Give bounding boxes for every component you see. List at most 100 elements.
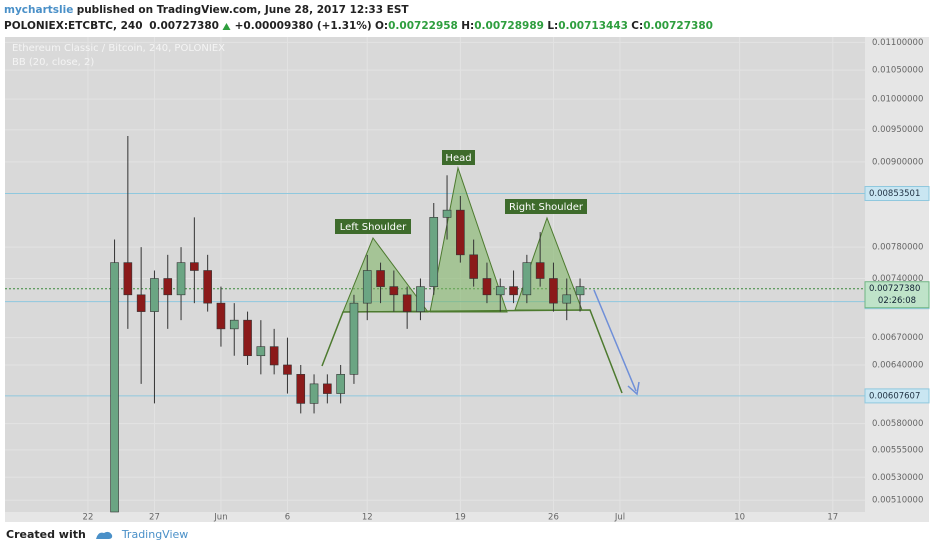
up-icon bbox=[222, 22, 231, 30]
y-tick-label: 0.01000000 bbox=[872, 95, 923, 105]
chart-subtitle: BB (20, close, 2) bbox=[12, 57, 94, 68]
y-tick-label: 0.01050000 bbox=[872, 66, 923, 76]
annotation: Right Shoulder bbox=[509, 202, 584, 213]
level-tag bbox=[864, 388, 930, 404]
x-tick-label: 10 bbox=[734, 513, 745, 523]
x-tick-label: 6 bbox=[285, 513, 290, 523]
candle-body bbox=[110, 262, 119, 513]
candle-body bbox=[243, 319, 252, 357]
candle-body bbox=[509, 286, 518, 296]
candle-body bbox=[309, 383, 319, 404]
candle-body bbox=[549, 278, 558, 304]
created-with: Created with bbox=[6, 528, 86, 541]
target-arrow bbox=[593, 289, 637, 392]
candle-body bbox=[190, 262, 199, 271]
candle-body bbox=[429, 217, 439, 287]
x-tick-label: 17 bbox=[827, 513, 838, 523]
candle-body bbox=[376, 270, 385, 287]
y-tick-label: 0.01100000 bbox=[872, 38, 923, 48]
candle-body bbox=[229, 319, 239, 330]
candle-body bbox=[469, 254, 478, 279]
x-tick-label: 22 bbox=[83, 513, 94, 523]
candle-body bbox=[176, 262, 186, 296]
x-axis-bg bbox=[5, 512, 929, 522]
candle-body bbox=[482, 278, 492, 296]
candle-body bbox=[535, 262, 545, 279]
candle-body bbox=[349, 302, 359, 375]
head-shape bbox=[429, 166, 508, 313]
change: +0.00009380 (+1.31%) bbox=[234, 20, 372, 32]
candle-body bbox=[562, 294, 572, 304]
y-tick-label: 0.00950000 bbox=[872, 125, 923, 135]
ohlc-value: 0.00713443 bbox=[558, 20, 628, 32]
header: mychartslie published on TradingView.com… bbox=[4, 2, 713, 34]
y-tick-label: 0.00640000 bbox=[872, 360, 923, 370]
x-tick-label: 26 bbox=[548, 513, 559, 523]
candle-body bbox=[216, 302, 226, 330]
annotations: Left Shoulder Head Right Shoulder bbox=[335, 150, 587, 234]
ohlc: O:0.00722958 H:0.00728989 L:0.00713443 C… bbox=[375, 20, 713, 32]
candle-body bbox=[283, 364, 292, 375]
last-price: 0.00727380 bbox=[149, 20, 219, 32]
candle-body bbox=[362, 270, 372, 304]
candle-body bbox=[323, 383, 332, 394]
ohlc-value: 0.00722958 bbox=[388, 20, 458, 32]
candle-body bbox=[123, 262, 133, 296]
y-tick-label: 0.00580000 bbox=[872, 419, 923, 429]
header-line: mychartslie published on TradingView.com… bbox=[4, 2, 713, 18]
symbol: POLONIEX:ETCBTC, 240 bbox=[4, 20, 143, 32]
annotation-box bbox=[442, 150, 475, 165]
candle-body bbox=[336, 374, 345, 394]
annotation: Left Shoulder bbox=[340, 222, 407, 233]
candle-body bbox=[163, 278, 173, 296]
candle-body bbox=[495, 286, 505, 296]
footer: Created with TradingView bbox=[6, 528, 188, 541]
candle-body bbox=[269, 346, 279, 366]
y-tick-label: 0.00740000 bbox=[872, 274, 923, 284]
ohlc-value: 0.00728989 bbox=[474, 20, 544, 32]
x-tick-label: 12 bbox=[362, 513, 373, 523]
chart-title: Ethereum Classic / Bitcoin, 240, POLONIE… bbox=[12, 43, 225, 54]
ohlc-label: C: bbox=[631, 20, 644, 32]
candles bbox=[110, 136, 585, 513]
x-tick-label: Jul bbox=[614, 513, 625, 523]
ohlc-label: H: bbox=[461, 20, 475, 32]
level-tag bbox=[864, 186, 930, 202]
y-tick-label: 0.00780000 bbox=[872, 243, 923, 253]
brand[interactable]: TradingView bbox=[121, 528, 189, 541]
ohlc-label: L: bbox=[547, 20, 559, 32]
annotation-box bbox=[505, 199, 587, 214]
y-tick-label: 0.00530000 bbox=[872, 473, 923, 483]
candle-body bbox=[389, 286, 399, 296]
x-tick-label: 27 bbox=[149, 513, 160, 523]
candle-body bbox=[296, 374, 306, 404]
x-tick-label: 19 bbox=[455, 513, 466, 523]
author[interactable]: mychartslie bbox=[4, 4, 74, 16]
countdown: 02:26:08 bbox=[878, 296, 916, 306]
neckline bbox=[321, 309, 623, 394]
candle-body bbox=[203, 270, 212, 304]
candle-body bbox=[522, 262, 532, 296]
candle-body bbox=[416, 286, 425, 312]
candle-body bbox=[402, 294, 412, 312]
annotation-box bbox=[335, 219, 411, 234]
candle-body bbox=[150, 278, 159, 312]
current-tag bbox=[864, 281, 930, 309]
current-label: 0.00727380 bbox=[869, 284, 920, 294]
x-tick-label: Jun bbox=[213, 513, 227, 523]
header-line: POLONIEX:ETCBTC, 240 0.00727380 +0.00009… bbox=[4, 18, 713, 34]
candle-body bbox=[256, 346, 266, 357]
candle-body bbox=[442, 209, 452, 218]
level-label: 0.00607607 bbox=[869, 391, 920, 401]
ohlc-value: 0.00727380 bbox=[643, 20, 713, 32]
candle-body bbox=[456, 209, 465, 256]
candle-body bbox=[136, 294, 146, 312]
axis-bg bbox=[865, 37, 929, 512]
y-tick-label: 0.00670000 bbox=[872, 333, 923, 343]
y-tick-label: 0.00900000 bbox=[872, 157, 923, 167]
published: published on TradingView.com, June 28, 2… bbox=[76, 4, 409, 16]
logo bbox=[95, 531, 112, 539]
ohlc-label: O: bbox=[375, 20, 389, 32]
